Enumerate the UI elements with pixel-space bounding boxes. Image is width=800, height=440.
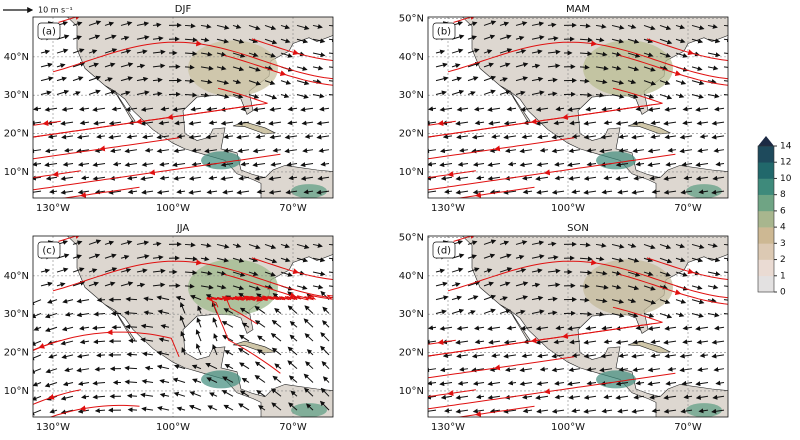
- wet-region: [188, 259, 278, 315]
- colorbar-tick-label: 0: [780, 288, 786, 298]
- lon-label: 130°W: [36, 203, 70, 214]
- wind-vector: [97, 355, 105, 356]
- lon-label: 130°W: [36, 422, 70, 433]
- lat-label: 30°N: [4, 90, 29, 101]
- lat-label: 10°N: [399, 167, 424, 178]
- wind-vector: [185, 67, 194, 68]
- lat-label: 20°N: [399, 348, 424, 359]
- lat-label: 50°N: [399, 233, 424, 244]
- wind-vector: [98, 300, 105, 301]
- lat-label: 30°N: [4, 309, 29, 320]
- panel-label: (a): [42, 27, 56, 38]
- map-panel: 40°N 30°N 20°N 10°N 130°W 100°W 70°W (a) DJF: [4, 4, 341, 214]
- streamline: [78, 230, 93, 235]
- colorbar-segment: [758, 162, 774, 179]
- panel-title: DJF: [175, 4, 192, 15]
- wind-vector: [127, 354, 137, 355]
- map-panel: 50°N 40°N 30°N 20°N 10°N 130°W 100°W 70°W (d) SON: [399, 223, 736, 433]
- streamline: [473, 11, 488, 16]
- wind-vector: [128, 396, 137, 397]
- colorbar-extend: [758, 136, 774, 146]
- wind-vector: [580, 300, 589, 301]
- colorbar-segment: [758, 178, 774, 195]
- streamline: [78, 11, 93, 16]
- lat-label: 30°N: [399, 309, 424, 320]
- wet-region: [188, 40, 278, 96]
- colorbar-tick-label: 3: [780, 239, 786, 249]
- wind-vector: [129, 410, 137, 411]
- map-panel: 40°N 30°N 20°N 10°N 130°W 100°W 70°W (c) JJA: [4, 223, 341, 433]
- colorbar-segment: [758, 195, 774, 212]
- colorbar-tick-label: 2: [780, 255, 786, 265]
- lon-label: 70°W: [279, 203, 307, 214]
- wind-vector: [580, 67, 589, 68]
- wind-vector: [185, 286, 194, 287]
- lon-label: 100°W: [156, 422, 190, 433]
- panel-title: JJA: [176, 223, 190, 234]
- panel-title: MAM: [566, 4, 590, 15]
- streamline: [473, 230, 488, 235]
- panel-label: (c): [42, 246, 55, 257]
- map-content: [26, 11, 341, 203]
- lat-label: 40°N: [399, 52, 424, 63]
- lat-label: 30°N: [399, 90, 424, 101]
- panel-label: (d): [437, 246, 451, 257]
- colorbar-segment: [758, 243, 774, 260]
- lat-label: 40°N: [4, 271, 29, 282]
- colorbar-tick-label: 8: [780, 190, 786, 200]
- lon-label: 100°W: [551, 422, 585, 433]
- colorbar-segment: [758, 227, 774, 244]
- lon-label: 100°W: [156, 203, 190, 214]
- lat-label: 20°N: [4, 129, 29, 140]
- panel-label: (b): [437, 27, 451, 38]
- colorbar-tick-label: 4: [780, 223, 786, 233]
- lat-label: 40°N: [399, 271, 424, 282]
- lat-label: 20°N: [399, 129, 424, 140]
- colorbar-tick-label: 12: [780, 158, 791, 168]
- wet-region: [583, 259, 673, 315]
- colorbar-segment: [758, 276, 774, 293]
- wind-vector: [129, 341, 137, 342]
- colorbar-segment: [758, 146, 774, 163]
- map-content: [421, 11, 736, 203]
- lat-label: 10°N: [399, 386, 424, 397]
- lat-label: 10°N: [4, 167, 29, 178]
- map-panel: 50°N 40°N 30°N 20°N 10°N 130°W 100°W 70°W (b) MAM: [399, 4, 736, 214]
- lon-label: 130°W: [431, 422, 465, 433]
- wind-vector: [185, 81, 194, 82]
- scale-label: 10 m s⁻¹: [38, 6, 73, 15]
- wind-vector: [580, 81, 589, 82]
- lon-label: 130°W: [431, 203, 465, 214]
- panel-title: SON: [567, 223, 589, 234]
- wet-region: [583, 40, 673, 96]
- wet-region: [201, 370, 241, 388]
- colorbar-tick-label: 14: [780, 142, 792, 152]
- lat-label: 40°N: [4, 52, 29, 63]
- colorbar-tick-label: 1: [780, 271, 786, 281]
- colorbar-tick-label: 10: [780, 174, 792, 184]
- lon-label: 100°W: [551, 203, 585, 214]
- lon-label: 70°W: [279, 422, 307, 433]
- lat-label: 10°N: [4, 386, 29, 397]
- colorbar-segment: [758, 211, 774, 228]
- map-content: [27, 230, 341, 424]
- lon-label: 70°W: [674, 422, 702, 433]
- map-content: [421, 230, 736, 422]
- colorbar-segment: [758, 260, 774, 277]
- colorbar-tick-label: 6: [780, 206, 786, 216]
- lon-label: 70°W: [674, 203, 702, 214]
- lat-label: 20°N: [4, 348, 29, 359]
- wind-vector: [580, 286, 589, 287]
- lat-label: 50°N: [399, 14, 424, 25]
